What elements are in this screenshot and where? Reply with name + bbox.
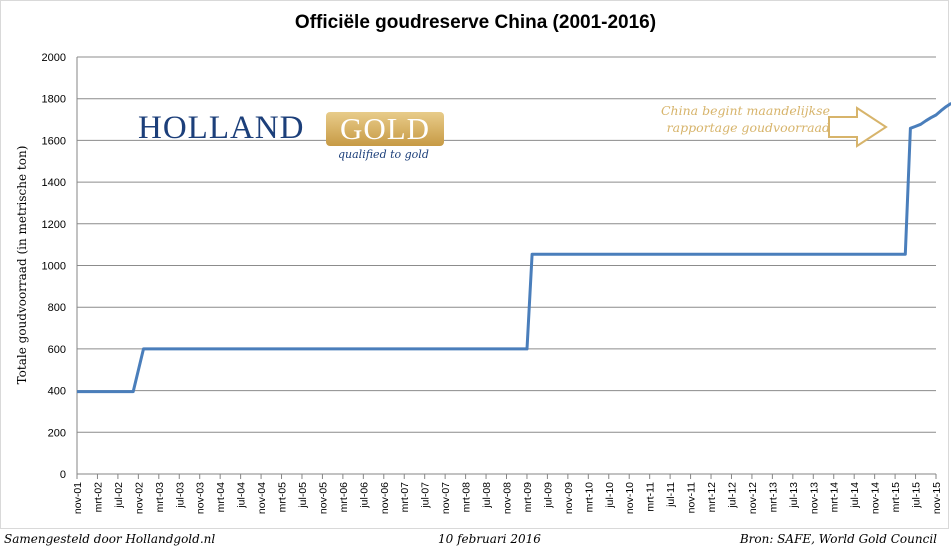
y-tick-label: 800 — [48, 302, 66, 314]
y-axis-label: Totale goudvoorraad (in metrische ton) — [15, 146, 29, 385]
x-tick-label: nov-13 — [808, 482, 820, 514]
x-tick-label: nov-05 — [317, 482, 329, 514]
y-tick-label: 600 — [48, 344, 66, 356]
footer-source: Bron: SAFE, World Gold Council — [739, 532, 937, 546]
y-tick-label: 0 — [60, 469, 66, 481]
x-tick-label: mrt-07 — [399, 482, 411, 512]
x-tick-label: nov-07 — [440, 482, 452, 514]
annotation-line-1: China begint maandelijkse — [660, 103, 830, 118]
x-tick-label: mrt-13 — [767, 482, 779, 512]
x-tick-label: nov-02 — [133, 482, 145, 514]
x-tick-label: nov-04 — [256, 482, 268, 514]
y-tick-label: 1800 — [42, 94, 66, 106]
x-tick-label: mrt-09 — [522, 482, 534, 512]
line-chart: 0 200 400 600 800 1000 1200 1400 1600 1800 2000 no… — [15, 52, 951, 514]
gridlines — [76, 56, 936, 475]
x-tick-label: mrt-05 — [277, 482, 289, 512]
annotation-line-2: rapportage goudvoorraad — [666, 120, 830, 135]
y-tick-labels: 0 200 400 600 800 1000 1200 1400 1600 1800 2000 — [42, 52, 66, 481]
x-tick-label: jul-13 — [788, 482, 800, 509]
x-tick-label: mrt-14 — [829, 482, 841, 512]
x-tick-label: nov-14 — [870, 482, 882, 514]
y-tick-label: 200 — [48, 427, 66, 439]
x-tick-label: jul-07 — [420, 482, 432, 509]
x-tick-label: mrt-04 — [215, 482, 227, 512]
x-tick-label: jul-05 — [297, 482, 309, 509]
x-tick-label: jul-15 — [911, 482, 923, 509]
x-tick-label: mrt-12 — [706, 482, 718, 512]
annotation-arrow-icon — [828, 106, 888, 148]
x-tick-label: mrt-11 — [645, 482, 657, 512]
x-tick-label: jul-14 — [849, 482, 861, 509]
hollandgold-logo: HOLLAND GOLD qualified to gold — [138, 110, 448, 166]
x-tick-label: jul-11 — [665, 482, 677, 508]
gold-reserve-series-line — [77, 102, 951, 394]
logo-word-holland: HOLLAND — [138, 110, 305, 146]
x-tick-label: nov-01 — [72, 482, 84, 514]
logo-word-gold: GOLD — [326, 112, 444, 146]
x-tick-label: nov-11 — [686, 482, 698, 513]
x-tick-label: jul-04 — [236, 482, 248, 509]
x-tick-label: mrt-15 — [890, 482, 902, 512]
footer-compiled-by: Samengesteld door Hollandgold.nl — [4, 532, 216, 546]
x-tick-label: mrt-08 — [461, 482, 473, 512]
annotation-text: China begint maandelijkse rapportage gou… — [612, 102, 830, 136]
x-tick-label: jul-06 — [358, 482, 370, 509]
x-tick-label: jul-09 — [542, 482, 554, 509]
x-tick-label: jul-03 — [174, 482, 186, 509]
x-tick-label: nov-03 — [195, 482, 207, 514]
y-tick-label: 400 — [48, 386, 66, 398]
footer-date: 10 februari 2016 — [438, 532, 541, 546]
y-tick-label: 1200 — [42, 219, 66, 231]
y-tick-label: 1600 — [42, 135, 66, 147]
x-tick-label: jul-10 — [604, 482, 616, 509]
x-tick-labels: nov-01 mrt-02 jul-02 nov-02 mrt-03 jul-03 nov-… — [72, 474, 943, 514]
y-tick-label: 2000 — [42, 52, 66, 64]
chart-title: Officiële goudreserve China (2001-2016) — [294, 12, 657, 33]
x-tick-label: nov-06 — [379, 482, 391, 514]
x-tick-label: jul-02 — [113, 482, 125, 509]
x-tick-label: nov-09 — [563, 482, 575, 514]
x-tick-label: mrt-02 — [92, 482, 104, 512]
x-tick-label: nov-15 — [931, 482, 943, 514]
x-tick-label: nov-12 — [747, 482, 759, 514]
x-tick-label: jul-08 — [481, 482, 493, 509]
x-tick-label: nov-08 — [502, 482, 514, 514]
y-tick-label: 1000 — [42, 261, 66, 273]
y-tick-label: 1400 — [42, 177, 66, 189]
x-tick-label: nov-10 — [624, 482, 636, 514]
x-tick-label: jul-12 — [726, 482, 738, 509]
x-tick-label: mrt-03 — [154, 482, 166, 512]
x-tick-label: mrt-06 — [338, 482, 350, 512]
x-tick-label: mrt-10 — [583, 482, 595, 512]
chart-frame — [0, 0, 949, 529]
logo-tagline: qualified to gold — [338, 148, 429, 161]
